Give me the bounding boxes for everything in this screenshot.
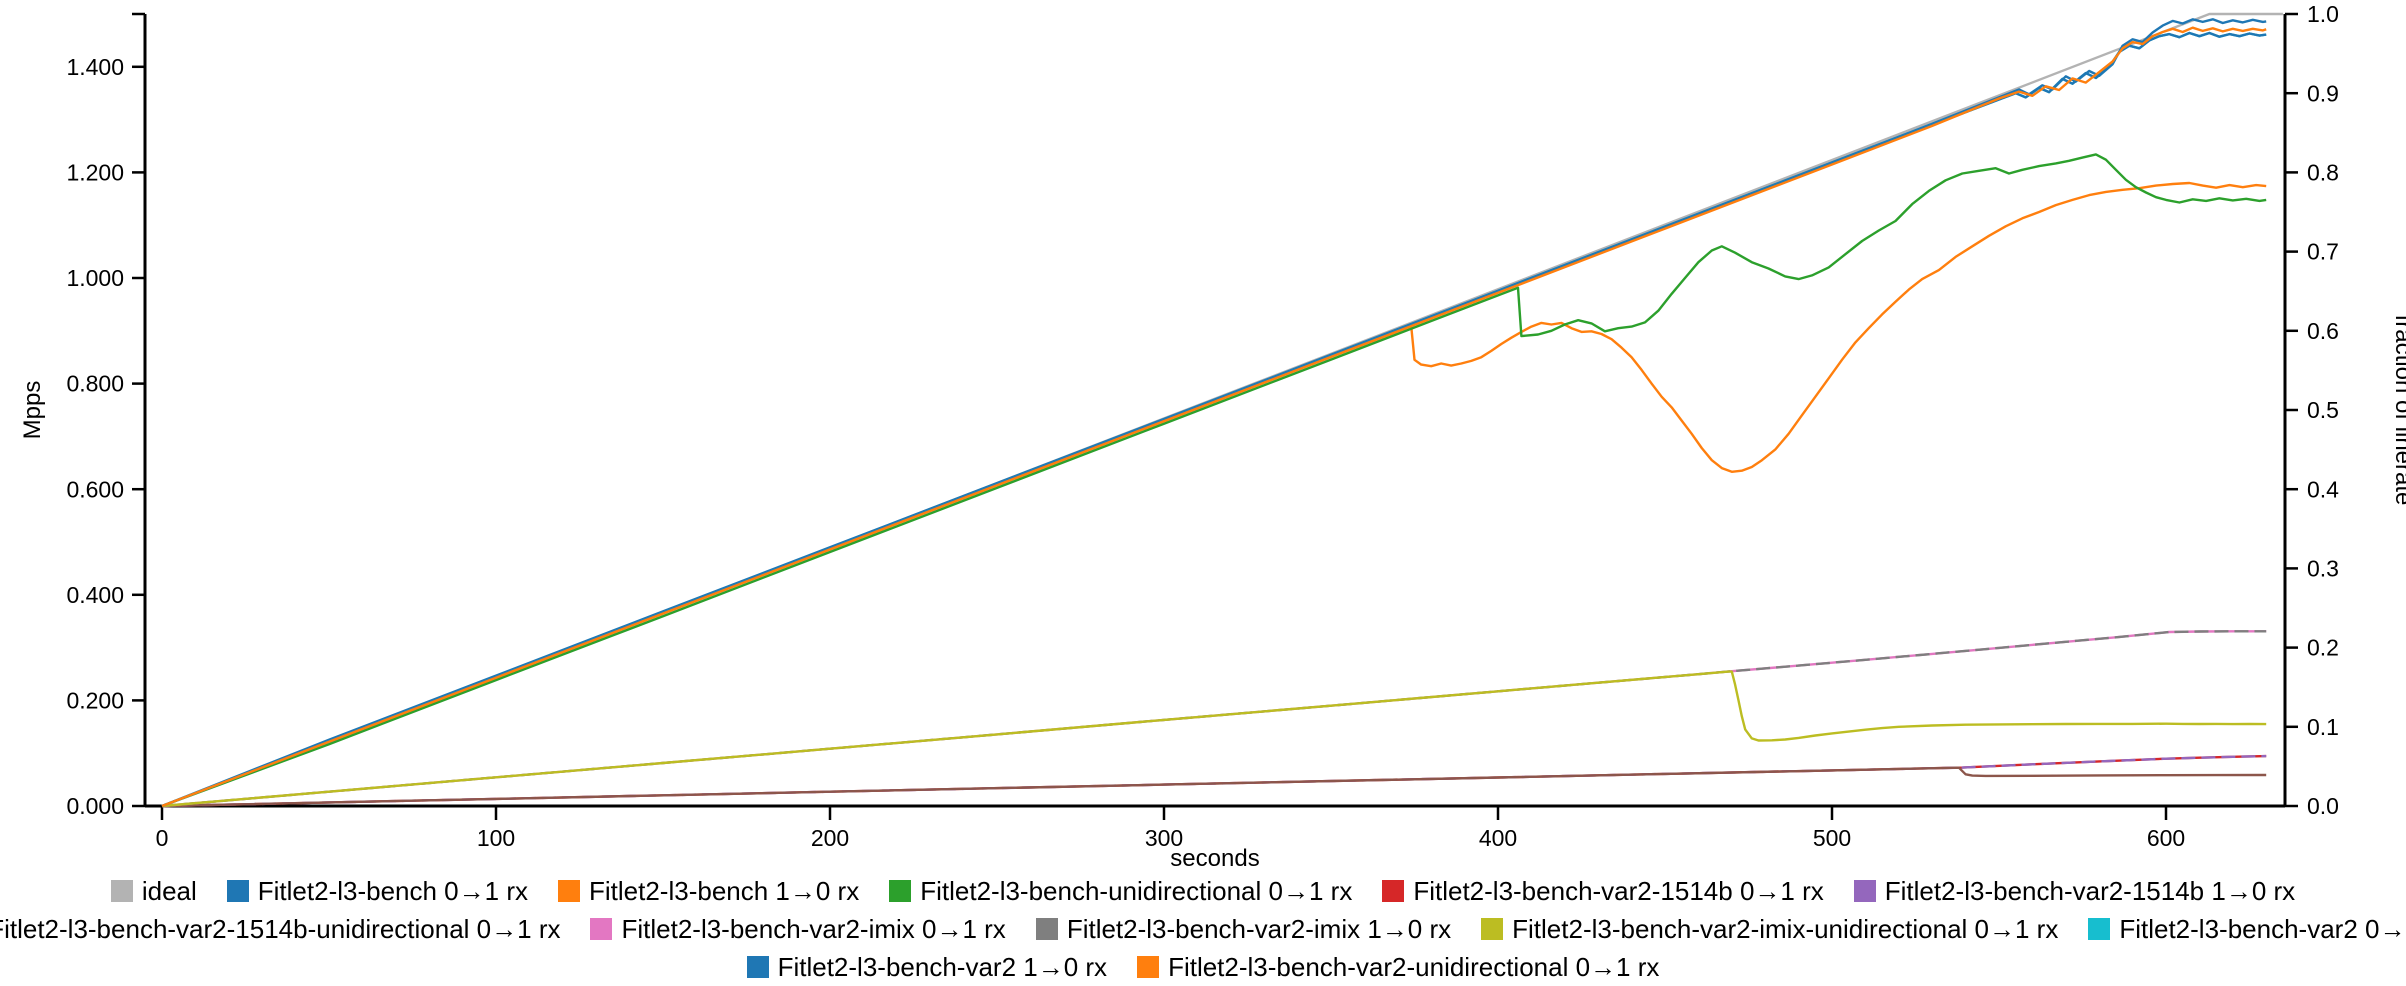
right-tick-label: 0.2 — [2307, 635, 2339, 661]
left-axis-title: Mpps — [19, 381, 46, 440]
legend-swatch-icon — [1035, 918, 1058, 940]
right-tick-label: 0.9 — [2307, 80, 2339, 106]
legend-item: Fitlet2-l3-bench-var2-imix 1→0 rx — [1035, 913, 1452, 945]
right-tick-label: 0.6 — [2307, 318, 2339, 344]
series-line — [161, 26, 2267, 808]
x-tick-label: 300 — [1145, 825, 1183, 851]
legend-item: Fitlet2-l3-bench-var2-unidirectional 0→1… — [1137, 952, 1659, 983]
legend-row-3: Fitlet2-l3-bench-var2 1→0 rx Fitlet2-l3-b… — [0, 948, 2406, 986]
legend-item: Fitlet2-l3-bench-var2 1→0 rx — [746, 951, 1108, 983]
legend-item: Fitlet2-l3-bench-var2 0→1 rx — [2088, 914, 2406, 945]
x-tick-label: 100 — [477, 825, 515, 851]
legend-swatch-icon — [889, 880, 912, 902]
x-axis-title: seconds — [1170, 845, 1259, 872]
left-tick-label: 1.000 — [66, 265, 124, 291]
legend-item: ideal — [110, 875, 197, 907]
x-tick-label: 0 — [156, 825, 169, 851]
legend-item: Fitlet2-l3-bench 0→1 rx — [226, 875, 528, 907]
legend-swatch-icon — [1137, 956, 1160, 978]
left-tick-label: 1.400 — [66, 54, 124, 80]
line-chart: 0.000 0.200 0.400 0.600 0.800 1.000 1.200 1.400… — [19, 1, 2406, 872]
legend-label: ideal — [141, 875, 197, 906]
left-tick-label: 1.200 — [66, 159, 124, 185]
right-tick-label: 0.7 — [2307, 239, 2339, 265]
series-line — [161, 31, 2267, 808]
right-axis-title: fraction of linerate — [2390, 315, 2406, 506]
legend-swatch-icon — [110, 880, 133, 902]
left-tick-label: 0.600 — [66, 476, 124, 502]
x-tick-label: 200 — [811, 825, 849, 851]
legend-label: Fitlet2-l3-bench-var2-imix-unidirectiona… — [1512, 913, 2059, 944]
series-group — [161, 12, 2283, 808]
series-line — [161, 31, 2267, 808]
left-tick-label: 0.200 — [66, 687, 124, 713]
legend-swatch-icon — [226, 880, 249, 902]
legend-item: Fitlet2-l3-bench-var2-1514b 1→0 rx — [1853, 875, 2296, 907]
series-line — [161, 153, 2267, 808]
right-tick-label: 0.8 — [2307, 159, 2339, 185]
left-tick-label: 0.800 — [66, 371, 124, 397]
legend-item: Fitlet2-l3-bench-var2-imix-unidirectiona… — [1481, 914, 2058, 945]
legend-item: Fitlet2-l3-bench-var2-1514b-unidirection… — [0, 914, 560, 945]
legend-label: Fitlet2-l3-bench-var2-imix 0→1 rx — [621, 913, 1006, 944]
right-tick-label: 0.0 — [2307, 793, 2339, 819]
right-tick-label: 0.5 — [2307, 397, 2339, 423]
legend-item: Fitlet2-l3-bench 1→0 rx — [558, 876, 859, 907]
legend-row-2: Fitlet2-l3-bench-var2-1514b-unidirection… — [0, 910, 2406, 948]
legend-swatch-icon — [1481, 918, 1504, 940]
series-line — [161, 766, 2267, 808]
legend-swatch-icon — [2088, 918, 2111, 940]
right-tick-label: 0.1 — [2307, 714, 2339, 740]
legend-item: Fitlet2-l3-bench-unidirectional 0→1 rx — [889, 876, 1352, 907]
right-tick-label: 0.3 — [2307, 555, 2339, 581]
legend-row-1: ideal Fitlet2-l3-bench 0→1 rx Fitlet2-l3-b… — [0, 872, 2406, 910]
legend-label: Fitlet2-l3-bench-var2-1514b-unidirection… — [0, 913, 561, 944]
legend-swatch-icon — [746, 956, 769, 978]
legend-label: Fitlet2-l3-bench 0→1 rx — [257, 875, 528, 906]
legend-label: Fitlet2-l3-bench-var2-1514b 1→0 rx — [1884, 875, 2296, 906]
legend-swatch-icon — [1853, 880, 1876, 902]
x-tick-label: 600 — [2147, 825, 2185, 851]
legend: ideal Fitlet2-l3-bench 0→1 rx Fitlet2-l3-b… — [0, 872, 2406, 986]
legend-swatch-icon — [1382, 880, 1405, 902]
left-tick-label: 0.400 — [66, 582, 124, 608]
right-tick-label: 0.4 — [2307, 476, 2339, 502]
x-tick-label: 500 — [1813, 825, 1851, 851]
left-tick-label: 0.000 — [66, 793, 124, 819]
legend-label: Fitlet2-l3-bench 1→0 rx — [589, 875, 860, 906]
legend-label: Fitlet2-l3-bench-var2-imix 1→0 rx — [1066, 913, 1452, 944]
series-line — [161, 181, 2267, 808]
legend-item: Fitlet2-l3-bench-var2-imix 0→1 rx — [590, 913, 1006, 945]
legend-swatch-icon — [590, 918, 613, 940]
x-tick-label: 400 — [1479, 825, 1517, 851]
series-line — [161, 670, 2267, 808]
right-tick-label: 1.0 — [2307, 1, 2339, 27]
legend-label: Fitlet2-l3-bench-var2-unidirectional 0→1… — [1168, 951, 1660, 982]
legend-label: Fitlet2-l3-bench-var2 1→0 rx — [777, 951, 1108, 982]
legend-label: Fitlet2-l3-bench-unidirectional 0→1 rx — [920, 875, 1353, 906]
series-line — [161, 754, 2267, 808]
legend-item: Fitlet2-l3-bench-var2-1514b 0→1 rx — [1382, 875, 1824, 907]
legend-swatch-icon — [558, 880, 580, 902]
legend-label: Fitlet2-l3-bench-var2-1514b 0→1 rx — [1413, 875, 1824, 906]
legend-label: Fitlet2-l3-bench-var2 0→1 rx — [2119, 913, 2406, 944]
